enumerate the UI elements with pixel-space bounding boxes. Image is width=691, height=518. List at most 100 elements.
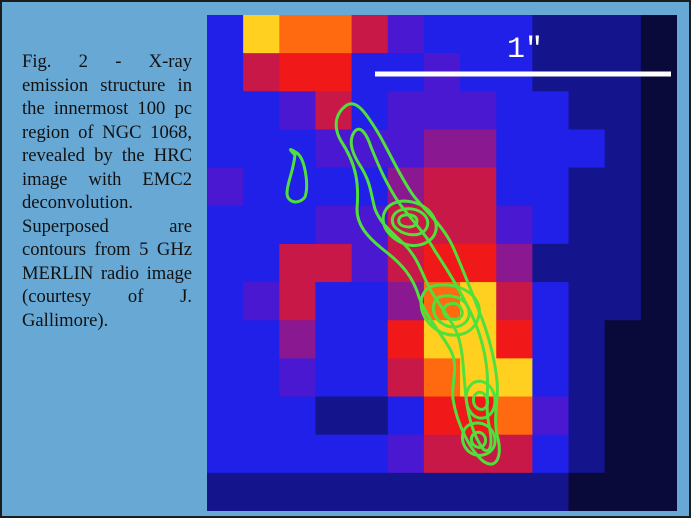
image-pixel [243, 320, 280, 359]
image-pixel [496, 129, 533, 169]
image-pixel [568, 243, 606, 283]
image-pixel [243, 205, 280, 245]
image-pixel [243, 91, 280, 131]
image-pixel [496, 434, 533, 474]
image-pixel [423, 91, 461, 131]
image-pixel [532, 358, 570, 398]
image-pixel [496, 243, 533, 283]
image-pixel [568, 205, 606, 245]
image-pixel [496, 15, 533, 54]
image-pixel [532, 15, 570, 54]
radio-contour [397, 213, 419, 229]
image-pixel [496, 472, 533, 511]
image-pixel [243, 434, 280, 474]
image-pixel [604, 15, 642, 54]
image-pixel [496, 91, 533, 131]
image-pixel [568, 434, 606, 474]
image-pixel [279, 129, 317, 169]
image-pixel [315, 53, 353, 92]
image-pixel [315, 472, 353, 511]
image-pixel [604, 205, 642, 245]
image-pixel [207, 205, 244, 245]
image-pixel [243, 243, 280, 283]
image-pixel [532, 282, 570, 321]
image-pixel [460, 205, 497, 245]
image-pixel [243, 396, 280, 436]
image-pixel [532, 129, 570, 169]
image-pixel [207, 282, 244, 321]
image-pixel [243, 472, 280, 511]
image-pixel [423, 472, 461, 511]
image-pixel [640, 320, 677, 359]
image-pixel [423, 167, 461, 207]
image-pixel [532, 243, 570, 283]
image-pixel [532, 167, 570, 207]
image-pixel [315, 358, 353, 398]
image-pixel [315, 15, 353, 54]
image-pixel [604, 129, 642, 169]
image-pixel [640, 205, 677, 245]
image-pixel [640, 243, 677, 283]
image-pixel [387, 282, 425, 321]
radio-contour [464, 379, 497, 420]
image-pixel [387, 358, 425, 398]
image-pixel [568, 472, 606, 511]
image-pixel [351, 472, 389, 511]
image-pixel [640, 282, 677, 321]
radio-contour [381, 199, 438, 247]
radio-contour [442, 301, 464, 321]
image-pixel [387, 15, 425, 54]
radio-contour [469, 430, 487, 449]
image-pixel [604, 320, 642, 359]
image-pixel [207, 243, 244, 283]
image-pixel [640, 472, 677, 511]
image-pixel [243, 53, 280, 92]
image-pixel [496, 205, 533, 245]
image-pixel [604, 243, 642, 283]
image-pixel [532, 205, 570, 245]
image-pixel [568, 396, 606, 436]
image-pixel [351, 91, 389, 131]
image-pixel [460, 129, 497, 169]
image-pixel [243, 129, 280, 169]
image-pixel [532, 91, 570, 131]
image-pixel [460, 15, 497, 54]
radio-contour [390, 207, 430, 237]
radio-contour [471, 390, 489, 411]
image-pixel [387, 472, 425, 511]
image-pixel [604, 358, 642, 398]
image-pixel [387, 396, 425, 436]
image-pixel [568, 358, 606, 398]
image-pixel [532, 434, 570, 474]
radio-contour [419, 283, 481, 337]
image-pixel [279, 243, 317, 283]
image-pixel [423, 396, 461, 436]
image-pixel [640, 396, 677, 436]
image-pixel [279, 167, 317, 207]
image-pixel [207, 53, 244, 92]
image-pixel [604, 91, 642, 131]
image-pixel [568, 15, 606, 54]
radio-contours [285, 102, 501, 466]
image-pixel [279, 205, 317, 245]
image-pixel [351, 320, 389, 359]
image-pixel [423, 129, 461, 169]
image-pixel [207, 167, 244, 207]
image-pixel [640, 167, 677, 207]
image-pixel [207, 15, 244, 54]
image-pixel [532, 396, 570, 436]
image-pixel [207, 320, 244, 359]
image-pixel [460, 167, 497, 207]
image-pixel [207, 358, 244, 398]
image-pixel [640, 358, 677, 398]
image-pixel [460, 320, 497, 359]
image-pixel [315, 282, 353, 321]
image-pixel [315, 243, 353, 283]
xray-image: 1" [207, 15, 677, 511]
image-pixel [496, 167, 533, 207]
image-pixel [532, 320, 570, 359]
image-pixel [640, 129, 677, 169]
xray-image-canvas: 1" [207, 15, 677, 511]
image-pixel [387, 320, 425, 359]
